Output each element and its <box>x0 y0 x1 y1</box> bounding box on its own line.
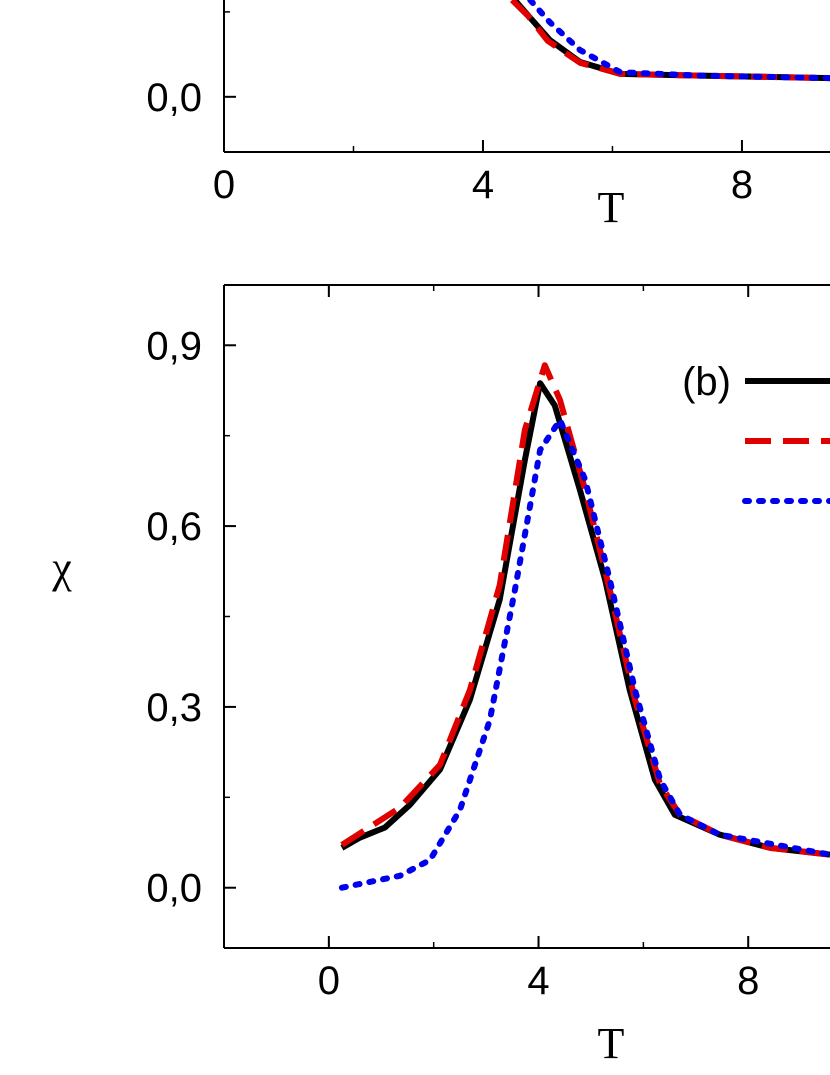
series-line <box>527 0 830 82</box>
legend-label: (b) <box>682 360 731 404</box>
y-axis-label: χ <box>51 543 72 592</box>
x-tick-label: 4 <box>472 163 494 207</box>
y-tick-label: 0,0 <box>146 867 202 911</box>
series-line <box>338 417 830 891</box>
plot-area <box>338 362 830 891</box>
y-tick-label: 0,9 <box>146 324 202 368</box>
plot-area <box>509 0 830 82</box>
series-line <box>512 0 830 82</box>
x-tick-label: 8 <box>731 163 753 207</box>
x-tick-label: 4 <box>527 959 549 1003</box>
series-line <box>340 380 830 858</box>
x-tick-label: 0 <box>318 959 340 1003</box>
y-tick-label: 0,0 <box>146 76 202 120</box>
x-tick-label: 0 <box>213 163 235 207</box>
x-tick-label: 8 <box>737 959 759 1003</box>
x-axis-label: T <box>598 1019 625 1068</box>
y-tick-label: 0,3 <box>146 686 202 730</box>
series-line <box>509 0 830 82</box>
y-tick-label: 0,6 <box>146 505 202 549</box>
x-axis-label: T <box>598 183 625 232</box>
